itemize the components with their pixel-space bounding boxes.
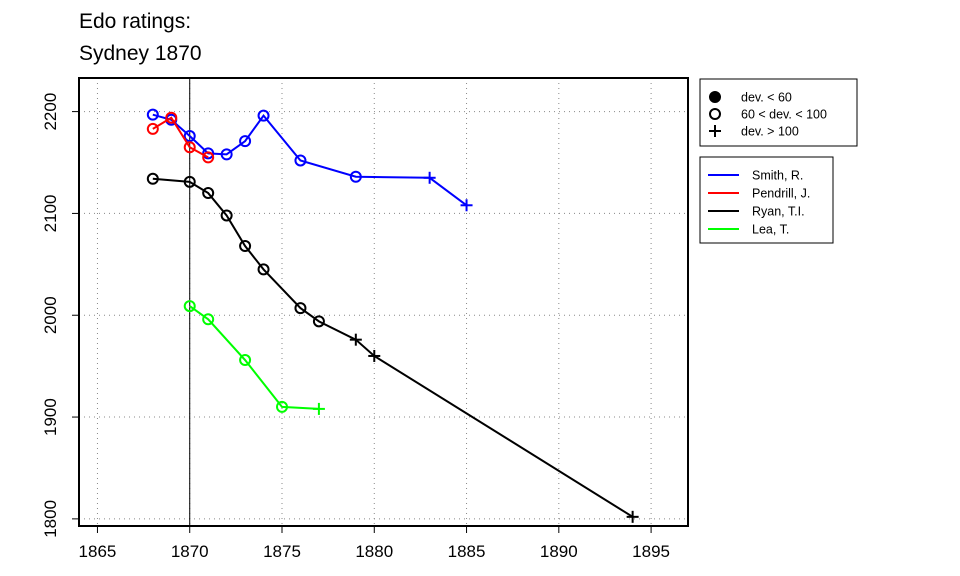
point-ryan-t-i-1871 xyxy=(202,187,215,200)
point-ryan-t-i-1873 xyxy=(239,240,252,252)
x-tick-label-1895: 1895 xyxy=(632,542,670,561)
x-tick-label-1880: 1880 xyxy=(355,542,393,561)
point-pendrill-j-1869 xyxy=(165,111,178,124)
point-smith-r-1873 xyxy=(239,135,252,148)
point-pendrill-j-1871 xyxy=(202,151,215,164)
marker-legend-label-plus: dev. > 100 xyxy=(741,125,799,139)
series-legend-label-ryan-t-i: Ryan, T.I. xyxy=(752,205,805,219)
point-lea-t-1871 xyxy=(202,313,215,326)
point-smith-r-1870 xyxy=(183,130,196,143)
point-smith-r-1868 xyxy=(146,108,159,121)
series-legend-label-smith-r: Smith, R. xyxy=(752,169,803,183)
y-tick-label-2200: 2200 xyxy=(41,93,60,131)
point-smith-r-1874 xyxy=(257,109,270,122)
point-smith-r-1872 xyxy=(220,148,233,161)
point-ryan-t-i-1868 xyxy=(146,172,159,185)
plot-frame xyxy=(78,77,689,527)
marker-legend-label-open: 60 < dev. < 100 xyxy=(741,108,827,122)
series-smith-r xyxy=(146,108,473,212)
legends: dev. < 60 60 < dev. < 100 dev. > 100 Smith,… xyxy=(699,78,858,244)
series-line-ryan-t-i xyxy=(152,177,634,518)
point-ryan-t-i-1874 xyxy=(257,263,270,276)
point-smith-r-1885 xyxy=(460,199,473,212)
point-ryan-t-i-1880 xyxy=(368,349,381,362)
point-lea-t-1877 xyxy=(312,402,325,415)
point-smith-r-1876 xyxy=(294,154,307,167)
point-ryan-t-i-1876 xyxy=(294,302,307,315)
point-lea-t-1875 xyxy=(276,400,288,413)
marker-legend-symbol-open xyxy=(709,108,721,120)
point-ryan-t-i-1872 xyxy=(220,209,233,222)
marker-legend: dev. < 60 60 < dev. < 100 dev. > 100 xyxy=(699,78,858,147)
point-lea-t-1873 xyxy=(239,354,252,367)
x-tick-label-1885: 1885 xyxy=(448,542,486,561)
point-smith-r-1883 xyxy=(423,171,436,184)
chart-title-line-1: Edo ratings: xyxy=(79,10,192,33)
series-layer xyxy=(146,108,639,523)
x-tick-label-1875: 1875 xyxy=(263,542,301,561)
point-smith-r-1871 xyxy=(202,147,215,160)
series-legend-label-pendrill-j: Pendrill, J. xyxy=(752,187,810,201)
series-lea-t xyxy=(183,300,325,415)
x-tick-label-1865: 1865 xyxy=(79,542,117,561)
x-tick-label-1890: 1890 xyxy=(540,542,578,561)
point-ryan-t-i-1879 xyxy=(349,333,362,346)
series-ryan-t-i xyxy=(146,172,639,523)
point-lea-t-1870 xyxy=(183,300,196,313)
point-ryan-t-i-1870 xyxy=(183,175,196,188)
y-tick-label-2100: 2100 xyxy=(41,195,60,233)
marker-legend-symbol-plus xyxy=(709,125,721,137)
chart-title-line-2: Sydney 1870 xyxy=(79,42,202,65)
series-line-lea-t xyxy=(189,305,319,410)
y-tick-label-1800: 1800 xyxy=(41,500,60,538)
point-ryan-t-i-1877 xyxy=(312,315,325,328)
point-pendrill-j-1868 xyxy=(146,122,159,135)
marker-legend-symbol-filled xyxy=(709,91,721,103)
series-legend-label-lea-t: Lea, T. xyxy=(752,223,789,237)
marker-legend-box xyxy=(699,78,858,147)
y-tick-label-2000: 2000 xyxy=(41,296,60,334)
marker-legend-label-filled: dev. < 60 xyxy=(741,91,792,105)
x-tick-label-1870: 1870 xyxy=(171,542,209,561)
point-ryan-t-i-1894 xyxy=(626,510,639,523)
axes: 1865 1870 1875 1880 1885 1890 1895 1800 1900 2000… xyxy=(41,77,689,561)
series-line-smith-r xyxy=(152,113,468,207)
series-pendrill-j xyxy=(146,111,215,164)
series-legend: Smith, R. Pendrill, J. Ryan, T.I. Lea, T. xyxy=(699,156,834,244)
grid xyxy=(79,78,688,526)
point-smith-r-1879 xyxy=(349,170,362,183)
point-pendrill-j-1870 xyxy=(183,141,196,154)
y-tick-label-1900: 1900 xyxy=(41,398,60,436)
series-line-pendrill-j xyxy=(152,116,209,159)
